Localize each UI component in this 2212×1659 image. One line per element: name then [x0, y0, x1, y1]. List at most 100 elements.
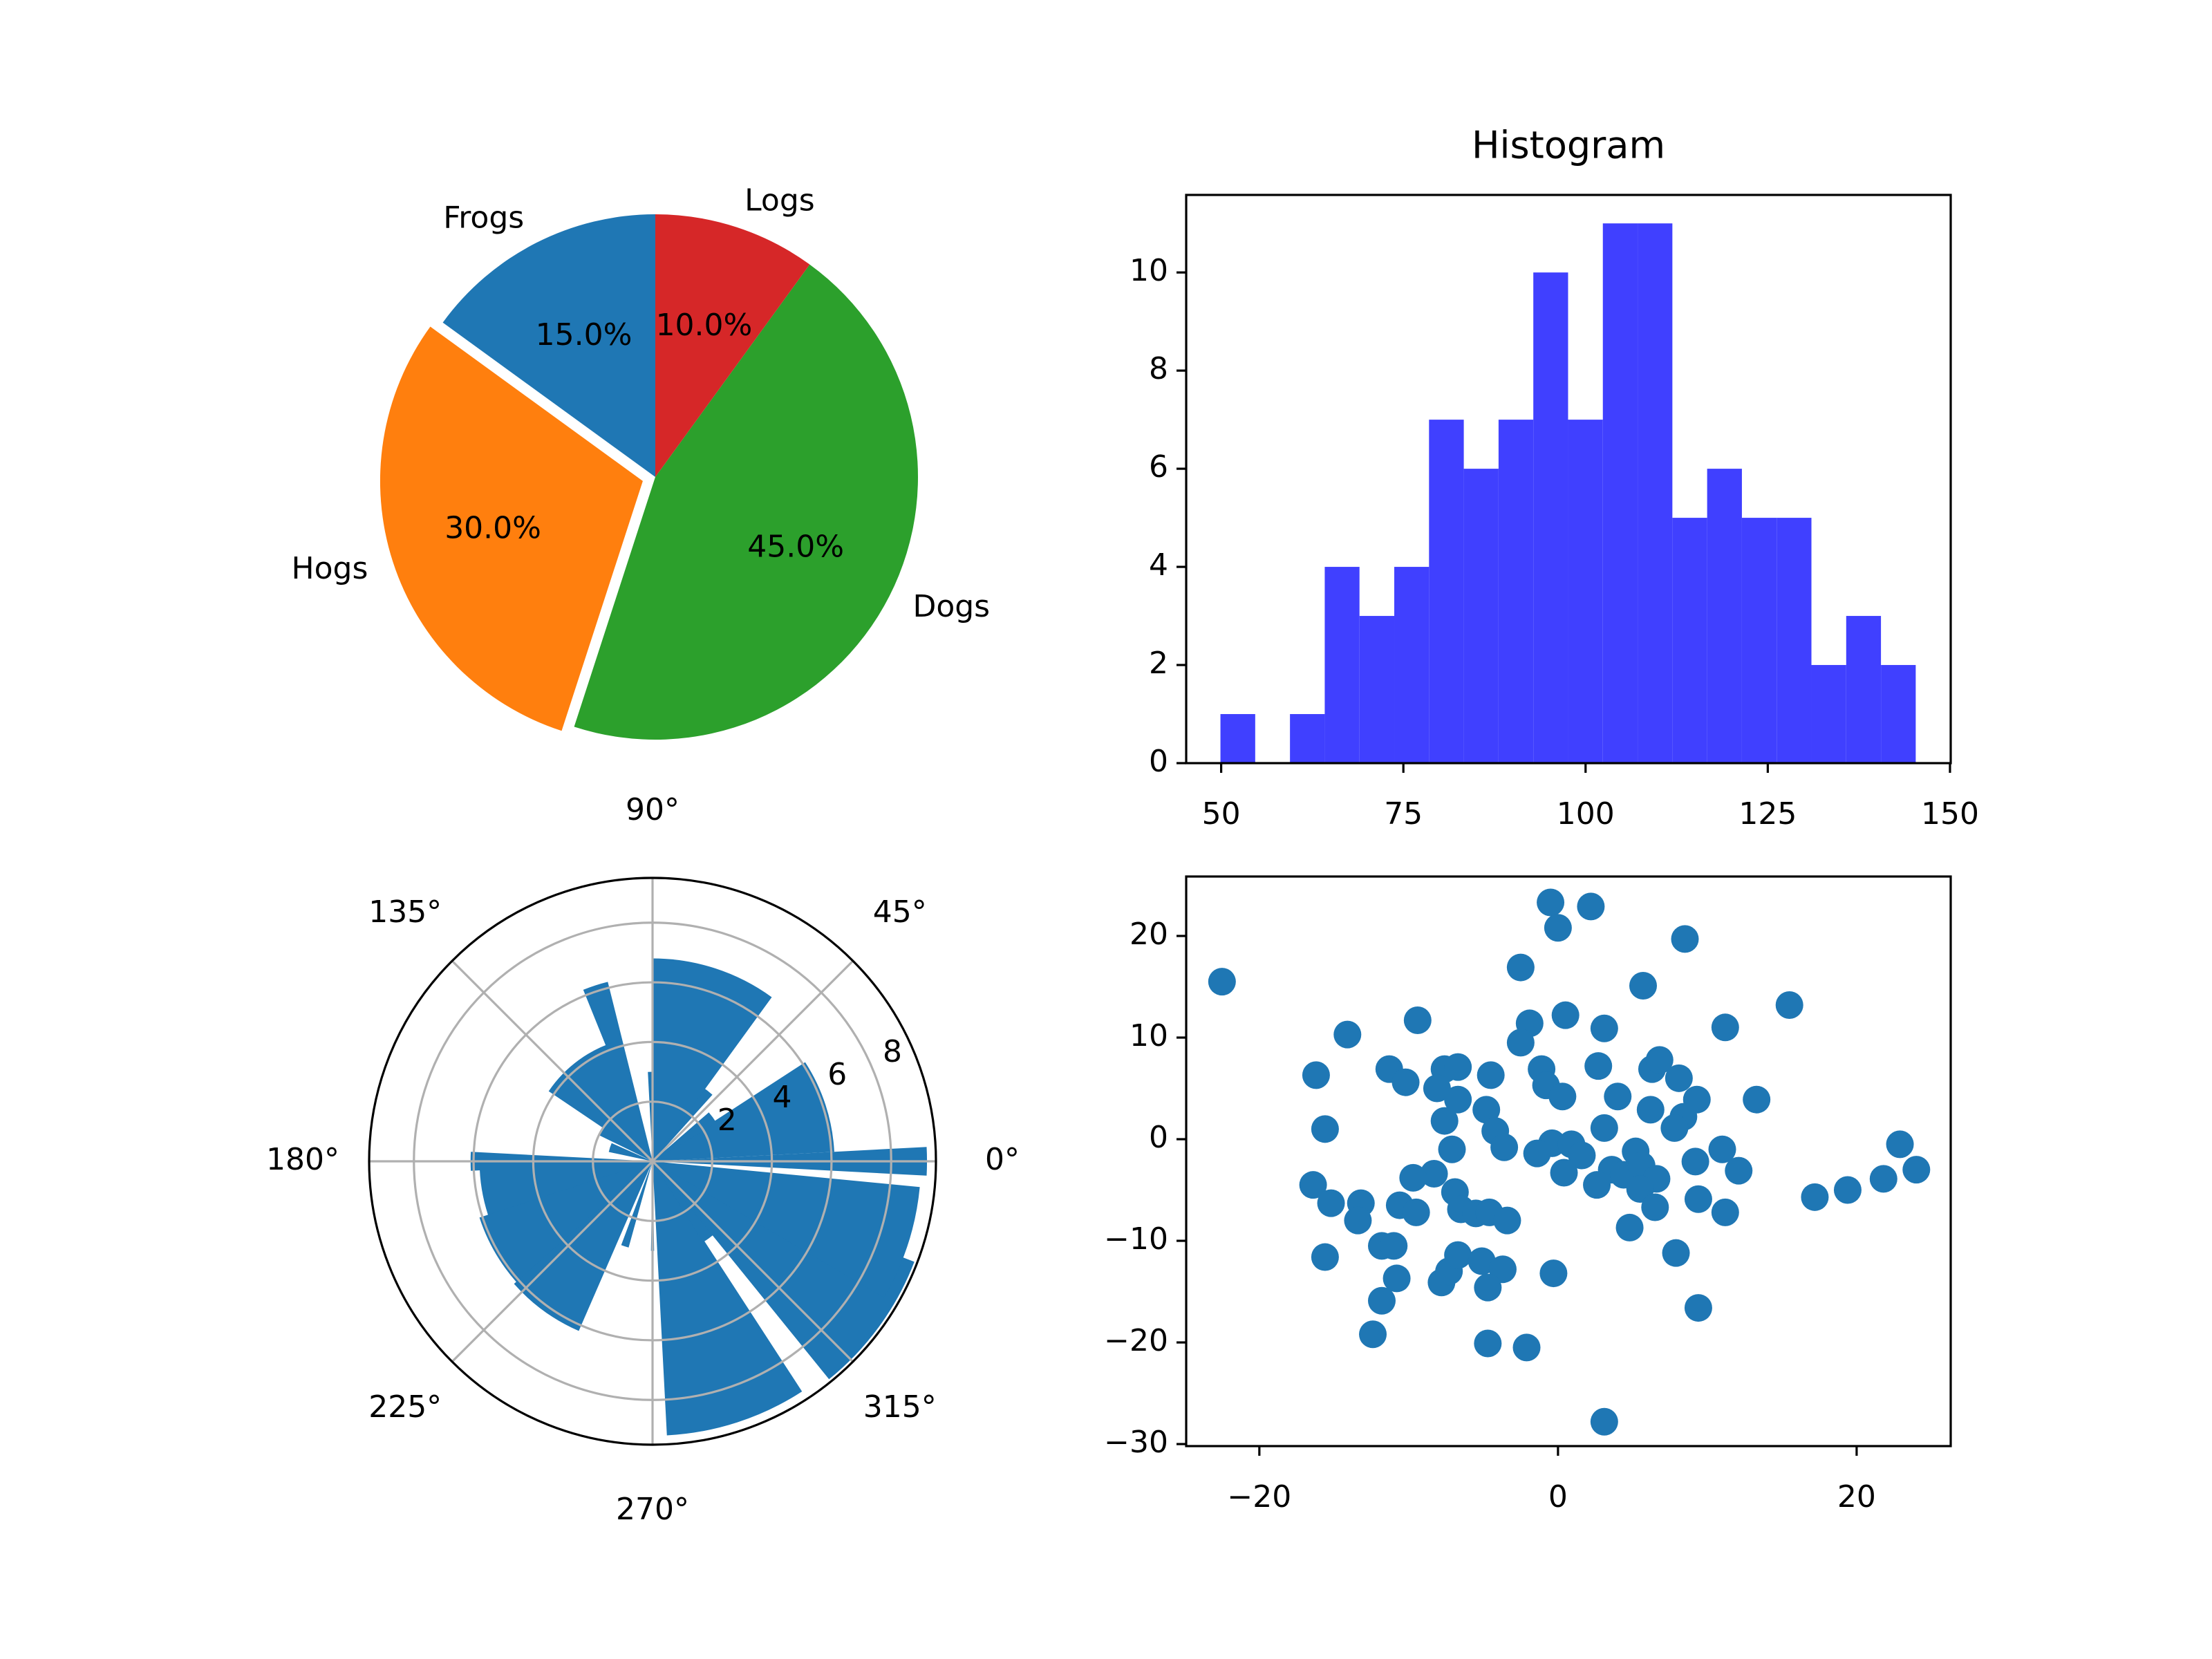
scatter-point: [1474, 1329, 1502, 1358]
scatter-point: [1681, 1147, 1709, 1176]
scatter-point: [1399, 1163, 1427, 1192]
hist-bar: [1359, 616, 1395, 763]
polar-bar: [653, 1161, 915, 1380]
hist-bar: [1568, 420, 1603, 763]
x-tick-label: 100: [1557, 796, 1615, 832]
scatter-point: [1568, 1141, 1596, 1170]
scatter-point: [1311, 1115, 1339, 1143]
axes-frame: [1185, 194, 1952, 765]
scatter-point: [1423, 1074, 1451, 1103]
scatter-point: [1550, 1159, 1578, 1187]
scatter-point: [1493, 1206, 1521, 1235]
scatter-point: [1604, 1082, 1632, 1111]
theta-tick-label: 90°: [626, 792, 679, 827]
y-tick-label: 0: [1149, 1120, 1168, 1155]
scatter-point: [1626, 1175, 1654, 1203]
scatter-point: [1208, 968, 1236, 996]
hist-bar: [1429, 420, 1464, 763]
polar-bar: [653, 1062, 834, 1161]
scatter-point: [1468, 1247, 1496, 1275]
slice-label: Logs: [744, 182, 815, 218]
slice-percent: 15.0%: [536, 317, 632, 353]
y-tick-label: −20: [1104, 1323, 1168, 1358]
theta-tick-label: 45°: [873, 894, 927, 930]
axes-frame: [1185, 875, 1952, 1447]
scatter-point: [1551, 1001, 1580, 1029]
scatter-point: [1629, 972, 1658, 1000]
scatter-point: [1725, 1156, 1753, 1185]
polar-bar: [653, 1161, 714, 1243]
scatter-point: [1420, 1160, 1448, 1188]
scatter-point: [1391, 1068, 1420, 1096]
polar-bar: [599, 1118, 653, 1161]
slice-percent: 10.0%: [656, 308, 753, 343]
scatter-point: [1472, 1096, 1501, 1124]
hist-bar: [1881, 665, 1916, 763]
pie-slice: [442, 214, 655, 477]
scatter-point: [1833, 1176, 1862, 1204]
r-tick-label: 8: [883, 1034, 902, 1069]
r-tick-label: 6: [827, 1057, 847, 1092]
scatter-point: [1367, 1286, 1396, 1315]
theta-tick-label: 270°: [616, 1492, 689, 1527]
hist-bar: [1324, 567, 1360, 763]
slice-label: Frogs: [443, 200, 524, 236]
scatter-point: [1382, 1264, 1411, 1293]
slice-percent: 45.0%: [747, 529, 844, 565]
scatter-point: [1590, 1407, 1618, 1436]
polar-bar: [653, 1083, 713, 1161]
slice-label: Hogs: [292, 551, 368, 586]
scatter-point: [1317, 1189, 1345, 1217]
hist-bar: [1533, 272, 1568, 764]
scatter-point: [1537, 888, 1565, 917]
polar-bar: [621, 1161, 653, 1248]
scatter-point: [1775, 991, 1803, 1019]
scatter-point: [1662, 1239, 1690, 1267]
scatter-point: [1801, 1183, 1829, 1211]
y-tick-label: 6: [1149, 449, 1168, 485]
hist-bar: [1846, 616, 1882, 763]
r-tick-label: 2: [718, 1103, 737, 1138]
scatter-point: [1577, 892, 1605, 921]
scatter-point: [1299, 1171, 1327, 1199]
theta-tick-label: 0°: [985, 1142, 1020, 1177]
hist-bar: [1707, 469, 1742, 763]
y-tick-label: −10: [1104, 1221, 1168, 1257]
scatter-point: [1902, 1156, 1931, 1184]
scatter-point: [1444, 1085, 1472, 1114]
hist-bar: [1638, 223, 1673, 763]
hist-bar: [1741, 518, 1777, 763]
scatter-point: [1544, 914, 1572, 942]
pie-slice: [574, 264, 918, 740]
scatter-point: [1311, 1243, 1339, 1271]
angular-grid: [451, 959, 654, 1163]
pie-slice: [655, 214, 810, 477]
scatter-point: [1444, 1241, 1472, 1269]
scatter-point: [1583, 1171, 1611, 1199]
hist-bar: [1290, 714, 1325, 763]
y-tick-label: 20: [1130, 917, 1168, 952]
x-tick-label: 20: [1837, 1479, 1876, 1515]
slice-percent: 30.0%: [444, 510, 541, 545]
scatter-point: [1444, 1053, 1472, 1081]
scatter-point: [1488, 1255, 1517, 1284]
x-tick-label: 75: [1384, 796, 1423, 832]
hist-bar: [1777, 518, 1812, 763]
scatter-point: [1548, 1082, 1577, 1111]
scatter-point: [1590, 1014, 1618, 1042]
angular-grid: [651, 1160, 854, 1363]
polar-bar: [608, 1143, 653, 1161]
scatter-point: [1506, 1029, 1535, 1057]
scatter-point: [1641, 1193, 1669, 1221]
r-tick-label: 4: [772, 1080, 791, 1115]
scatter-point: [1671, 925, 1699, 953]
scatter-point: [1512, 1333, 1541, 1362]
x-tick-label: 150: [1921, 796, 1979, 832]
scatter-point: [1636, 1096, 1665, 1124]
y-tick-label: 0: [1149, 744, 1168, 779]
polar-bar: [653, 1161, 803, 1436]
y-tick-label: 2: [1149, 646, 1168, 681]
scatter-point: [1711, 1198, 1739, 1226]
